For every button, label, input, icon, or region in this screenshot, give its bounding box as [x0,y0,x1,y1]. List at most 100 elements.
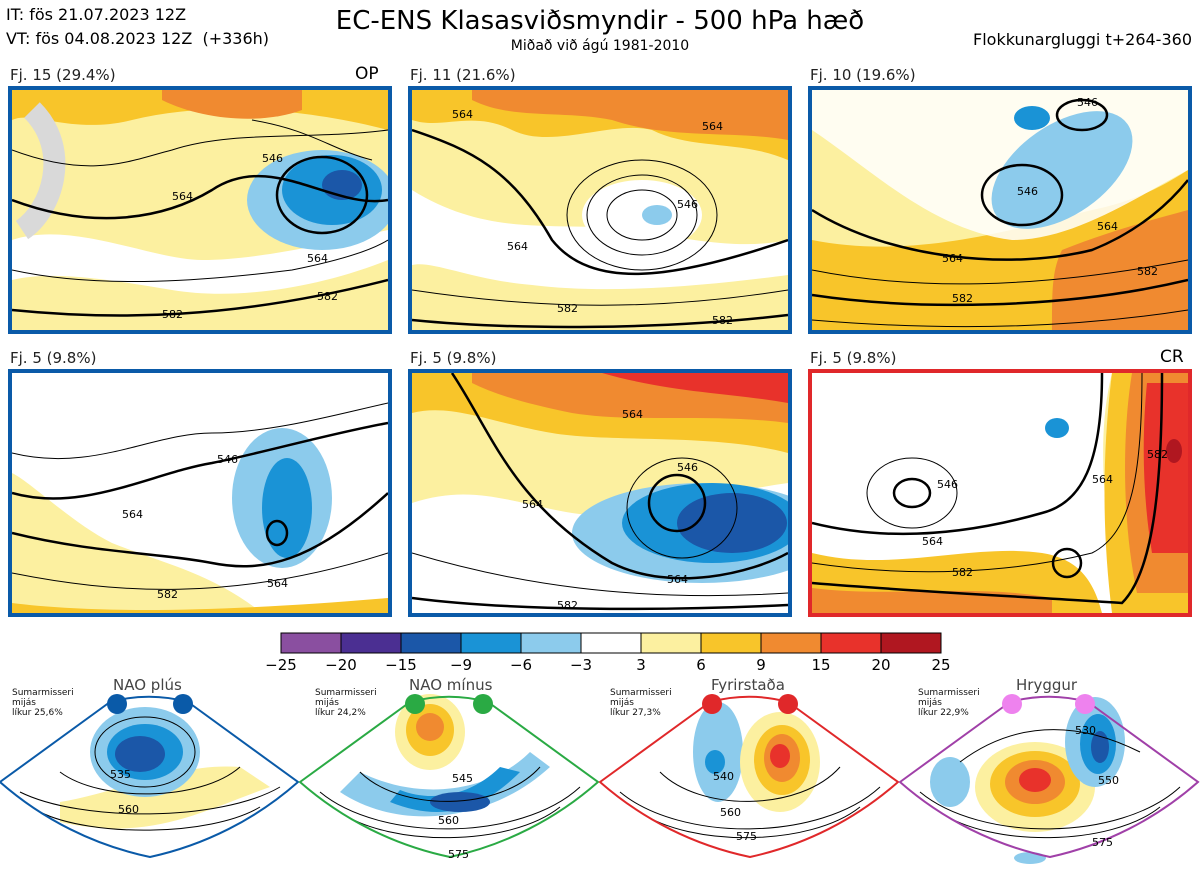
contour-label: 564 [307,252,328,265]
contour-label: 582 [157,588,178,601]
regime-ridge: 530 550 575 [898,695,1200,864]
contour-label: 582 [952,292,973,305]
contour-label: 546 [937,478,958,491]
contour-label: 546 [217,453,238,466]
contour-label: 546 [1017,185,1038,198]
contour-label: 564 [172,190,193,203]
contour-label: 582 [1137,265,1158,278]
contour-label: 582 [557,599,578,612]
classification-window: Flokkunargluggi t+264-360 [973,30,1192,49]
colorbar-tick-label: −15 [385,656,417,674]
contour-label: 540 [713,770,734,783]
regime-title-ridge: Hryggur [1016,676,1078,694]
contour-label: 550 [1098,774,1119,787]
colorbar-segment [700,632,762,654]
page-title: EC-ENS Klasasviðsmyndir - 500 hPa hæð [335,6,865,36]
contour-label: 564 [922,535,943,548]
contour-label: 582 [1147,448,1168,461]
panel-1-tag: OP [355,64,379,84]
panel-6-tag: CR [1160,347,1184,367]
regime-marker-dot [473,694,493,714]
regime-title-nao-plus: NAO plús [113,676,182,694]
cluster-map-6: 546 564 582 582 564 [808,369,1192,617]
anomaly-colorbar [280,632,944,658]
contour-label: 582 [557,302,578,315]
contour-label: 564 [1092,473,1113,486]
regime-note-nao-minus: Sumarmisseri mijás líkur 24,2% [315,688,377,718]
colorbar-tick-label: 9 [756,656,766,674]
colorbar-tick-label: 6 [696,656,706,674]
contour-label: 560 [720,806,741,819]
contour-label: 545 [452,772,473,785]
colorbar-segment [460,632,522,654]
contour-label: 564 [667,573,688,586]
colorbar-tick-label: 25 [931,656,951,674]
colorbar-tick-label: −6 [509,656,533,674]
regime-title-nao-minus: NAO mínus [409,676,493,694]
regime-marker-dot [1002,694,1022,714]
contour-label: 582 [712,314,733,327]
contour-label: 560 [438,814,459,827]
contour-label: 546 [677,198,698,211]
regime-marker-dot [405,694,425,714]
contour-label: 564 [942,252,963,265]
contour-label: 535 [110,768,131,781]
colorbar-tick-label: −3 [569,656,593,674]
regime-note-nao-plus: Sumarmisseri mijás líkur 25,6% [12,688,74,718]
panel-6-label: Fj. 5 (9.8%) [810,349,897,367]
climatology-subtitle: Miðað við ágú 1981-2010 [510,38,690,54]
regime-note-blocking: Sumarmisseri mijás líkur 27,3% [610,688,672,718]
contour-label: 582 [952,566,973,579]
cluster-map-5: 564 546 564 564 582 [408,369,792,617]
regime-nao-minus: 545 560 575 [298,694,600,861]
regime-marker-dot [778,694,798,714]
contour-label: 560 [118,803,139,816]
panel-2-label: Fj. 11 (21.6%) [410,66,516,84]
panel-5-label: Fj. 5 (9.8%) [410,349,497,367]
contour-label: 564 [452,108,473,121]
contour-label: 546 [1077,96,1098,109]
regime-marker-dot [702,694,722,714]
colorbar-segment [640,632,702,654]
panel-1-label: Fj. 15 (29.4%) [10,66,116,84]
colorbar-segment [400,632,462,654]
issue-time: IT: fös 21.07.2023 12Z [6,5,187,24]
contour-label: 575 [1092,836,1113,849]
contour-label: 546 [677,461,698,474]
colorbar-tick-label: 15 [811,656,831,674]
valid-time: VT: fös 04.08.2023 12Z (+336h) [6,29,270,48]
cluster-map-4: 546 564 564 582 [8,369,392,617]
panel-4-label: Fj. 5 (9.8%) [10,349,97,367]
cluster-map-2: 564 564 546 564 582 582 [408,86,792,334]
colorbar-segment [880,632,942,654]
contour-label: 582 [317,290,338,303]
colorbar-segment [760,632,822,654]
contour-label: 564 [522,498,543,511]
contour-label: 575 [448,848,469,861]
weather-regime-panels: 535 560 545 560 575 540 560 575 [0,694,1200,864]
colorbar-tick-label: −20 [325,656,357,674]
contour-label: 530 [1075,724,1096,737]
colorbar-tick-label: 20 [871,656,891,674]
colorbar-segment [340,632,402,654]
colorbar-segment [280,632,342,654]
cluster-map-3: 546 546 564 582 582 564 [808,86,1192,334]
panel-3-label: Fj. 10 (19.6%) [810,66,916,84]
contour-label: 564 [702,120,723,133]
regime-marker-dot [107,694,127,714]
contour-label: 564 [507,240,528,253]
contour-label: 575 [736,830,757,843]
colorbar-tick-label: 3 [636,656,646,674]
contour-label: 564 [122,508,143,521]
colorbar-segment [580,632,642,654]
colorbar-segment [820,632,882,654]
colorbar-segment [520,632,582,654]
regime-marker-dot [1075,694,1095,714]
contour-label: 546 [262,152,283,165]
regime-blocking: 540 560 575 [598,695,900,859]
colorbar-tick-label: −25 [265,656,297,674]
cluster-map-1: 546 564 564 582 582 [8,86,392,334]
contour-label: 564 [267,577,288,590]
colorbar-tick-label: −9 [449,656,473,674]
contour-label: 564 [622,408,643,421]
